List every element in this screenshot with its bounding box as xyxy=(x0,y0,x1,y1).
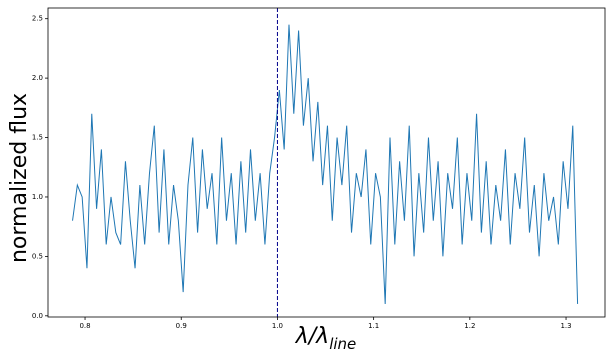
x-tick-label: 0.8 xyxy=(79,322,90,330)
x-tick-label: 1.0 xyxy=(272,322,283,330)
flux-line xyxy=(72,24,579,304)
y-axis-label: normalized flux xyxy=(7,93,32,263)
x-tick-label: 1.3 xyxy=(560,322,571,330)
y-tick-label: 0.5 xyxy=(32,252,43,260)
x-axis-label-sub: line xyxy=(329,335,356,353)
x-axis-label: λ/λline xyxy=(295,324,357,353)
y-tick-label: 0.0 xyxy=(32,312,43,320)
x-axis-label-main: λ/λ xyxy=(295,324,329,349)
y-tick-label: 1.5 xyxy=(32,134,43,142)
y-tick-label: 2.5 xyxy=(32,15,43,23)
y-tick-label: 1.0 xyxy=(32,193,43,201)
plot-frame xyxy=(47,7,606,318)
x-tick-label: 1.2 xyxy=(464,322,475,330)
x-tick-label: 0.9 xyxy=(176,322,187,330)
x-tick-label: 1.1 xyxy=(368,322,379,330)
y-tick-label: 2.0 xyxy=(32,74,43,82)
